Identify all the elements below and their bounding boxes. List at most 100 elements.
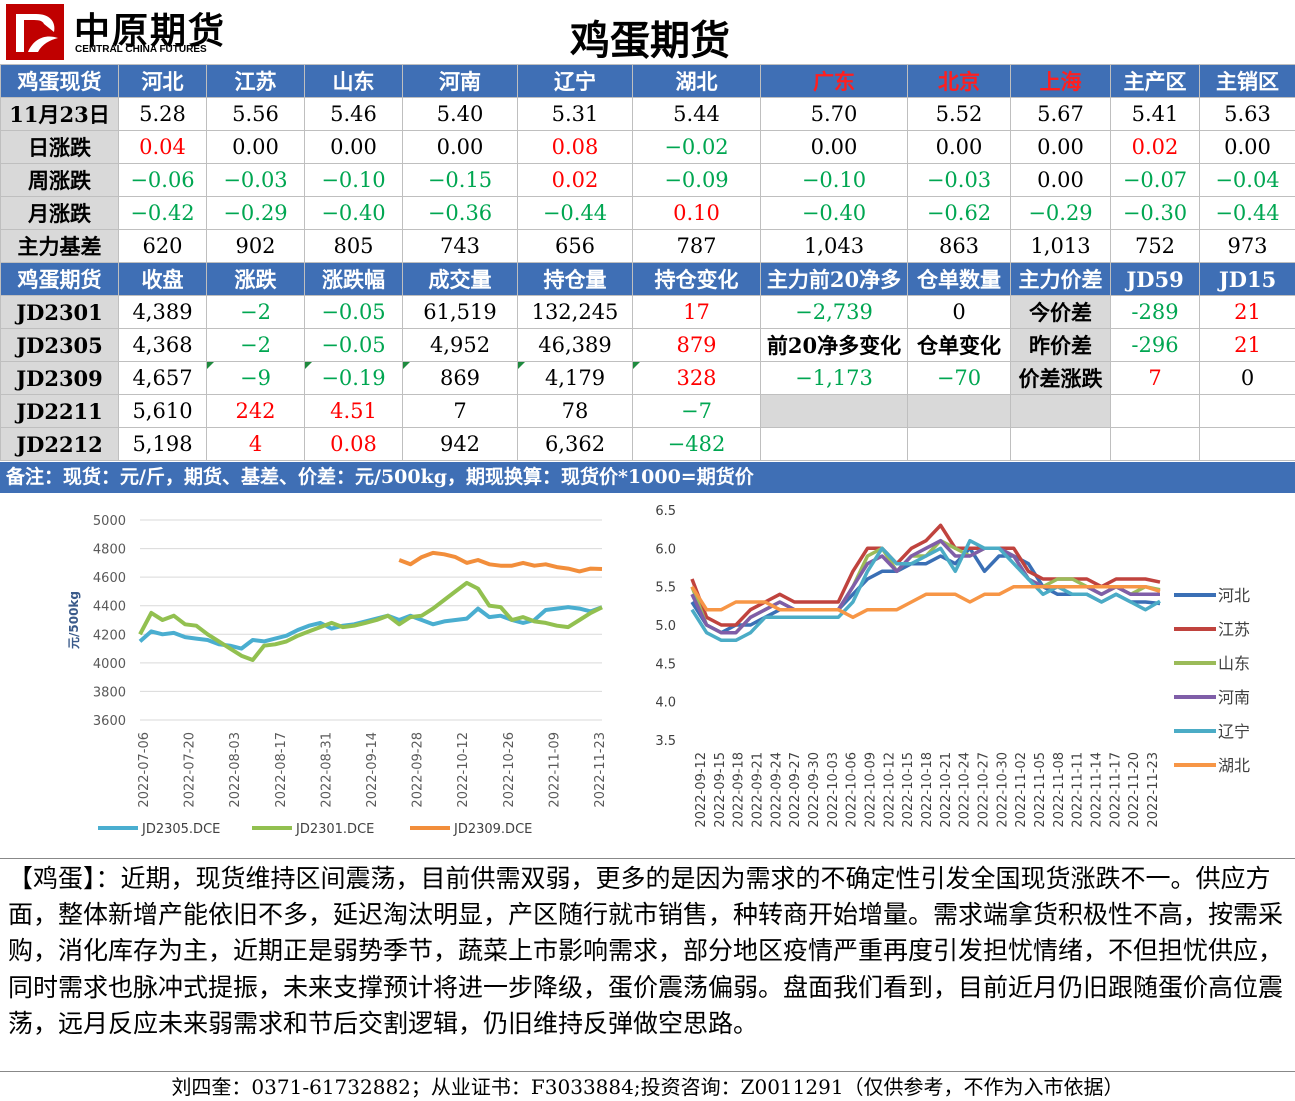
spot-cell: 5.44	[632, 97, 761, 131]
futures-cell: −0.05	[304, 295, 403, 329]
company-logo-icon	[6, 4, 64, 60]
report-header: 中原期货 CENTRAL CHINA FUTURES 鸡蛋期货	[0, 0, 1295, 65]
x-tick-label: 2022-07-20	[183, 732, 198, 808]
spot-price-chart: 6.5 6.0 5.5 5.0 4.5 4.0 3.5 2022-09-12 2022-09-1…	[655, 504, 1250, 828]
spot-cell: 5.52	[907, 97, 1011, 131]
spot-cell: 743	[402, 229, 518, 263]
contract-label: JD2212	[0, 427, 119, 461]
spot-cell: −0.09	[632, 163, 761, 197]
spot-cell: 0.04	[118, 130, 207, 164]
futures-cell: 0.08	[304, 427, 403, 461]
spot-cell: 620	[118, 229, 207, 263]
spread-today-jd59: -289	[1110, 295, 1200, 329]
futures-header-cell: 主力价差	[1010, 262, 1111, 296]
spot-cell: −0.03	[907, 163, 1011, 197]
x-tick-label: 2022-08-31	[319, 732, 334, 808]
contract-label: JD2301	[0, 295, 119, 329]
futures-cell: 4	[206, 427, 305, 461]
futures-cell: 942	[402, 427, 518, 461]
futures-row-jd2211: JD2211 5,610 242 4.51 7 78 −7	[0, 394, 1295, 428]
page-title: 鸡蛋期货	[570, 17, 730, 64]
net-long-change-value: −1,173	[760, 361, 908, 395]
spot-row-weekly: 周涨跌 −0.06 −0.03 −0.10 −0.15 0.02 −0.09 −…	[0, 163, 1295, 197]
spot-cell: −0.06	[118, 163, 207, 197]
spot-header-cell: 河南	[402, 64, 518, 98]
futures-cell: −2	[206, 328, 305, 362]
row-label: 周涨跌	[0, 163, 119, 197]
futures-price-chart: 5000 4800 4600 4400 4200 4000 3800 3600 2022-07-…	[67, 514, 608, 837]
spot-cell: 0.00	[1010, 163, 1111, 197]
legend-label: 河北	[1218, 586, 1250, 605]
spot-cell: 0.00	[1010, 130, 1111, 164]
spot-header-cell: 江苏	[206, 64, 305, 98]
x-tick-label: 2022-08-03	[228, 732, 243, 808]
empty-cell	[1110, 427, 1200, 461]
y-tick-label: 4200	[93, 628, 126, 643]
market-table: 鸡蛋现货 河北 江苏 山东 河南 辽宁 湖北 广东 北京 上海 主产区 主销区 …	[0, 64, 1295, 461]
y-tick-label: 4000	[93, 657, 126, 672]
spot-header-cell: 主销区	[1199, 64, 1295, 98]
spot-header-cell: 湖北	[632, 64, 761, 98]
x-tick-label: 2022-11-09	[547, 732, 562, 808]
y-tick-label: 5.0	[655, 619, 676, 634]
spot-cell: 0.00	[760, 130, 908, 164]
y-tick-label: 3.5	[655, 734, 676, 749]
futures-cell: 4,657	[118, 361, 207, 395]
x-tick-label: 2022-10-12	[456, 732, 471, 808]
spot-cell: 5.28	[118, 97, 207, 131]
spot-cell: −0.40	[760, 196, 908, 230]
x-tick-label: 2022-10-12	[882, 752, 897, 828]
spot-cell: −0.07	[1110, 163, 1200, 197]
empty-cell	[1199, 427, 1295, 461]
spot-header-cell: 河北	[118, 64, 207, 98]
spot-header-cell: 广东	[760, 64, 908, 98]
futures-cell: 4,179	[517, 361, 633, 395]
futures-header-cell: 鸡蛋期货	[0, 262, 119, 296]
futures-cell: −7	[632, 394, 761, 428]
futures-row-jd2309: JD2309 4,657 −9 −0.19 869 4,179 328 −1,1…	[0, 361, 1295, 395]
spread-today-label: 今价差	[1010, 295, 1111, 329]
empty-cell	[1199, 394, 1295, 428]
x-tick-label: 2022-09-21	[751, 752, 766, 828]
spot-cell: 1,013	[1010, 229, 1111, 263]
spot-cell: 5.41	[1110, 97, 1200, 131]
spot-cell: 0.00	[304, 130, 403, 164]
y-tick-label: 4600	[93, 571, 126, 586]
y-tick-label: 4800	[93, 543, 126, 558]
contract-label: JD2309	[0, 361, 119, 395]
spot-cell: 0.00	[206, 130, 305, 164]
series-line	[690, 523, 1161, 627]
spot-cell: 0.00	[907, 130, 1011, 164]
legend-label: 山东	[1218, 654, 1250, 673]
futures-cell: 78	[517, 394, 633, 428]
futures-cell: 328	[632, 361, 761, 395]
logo-text-cn: 中原期货	[74, 11, 227, 52]
futures-cell: −2	[206, 295, 305, 329]
legend-label: 江苏	[1218, 620, 1250, 639]
spot-cell: 5.70	[760, 97, 908, 131]
futures-header-cell: 涨跌幅	[304, 262, 403, 296]
spot-cell: 0.02	[1110, 130, 1200, 164]
spot-cell: −0.02	[632, 130, 761, 164]
spot-cell: −0.44	[1199, 196, 1295, 230]
x-tick-label: 2022-11-23	[593, 732, 608, 808]
empty-cell	[1110, 394, 1200, 428]
futures-header-cell: JD59	[1110, 262, 1200, 296]
spot-row-daily: 日涨跌 0.04 0.00 0.00 0.00 0.08 −0.02 0.00 …	[0, 130, 1295, 164]
futures-cell: −9	[206, 361, 305, 395]
spot-cell: 5.40	[402, 97, 518, 131]
y-tick-label: 3800	[93, 685, 126, 700]
warrant-change-label: 仓单变化	[907, 328, 1011, 362]
spot-cell: 0.02	[517, 163, 633, 197]
x-tick-label: 2022-11-08	[1052, 752, 1067, 828]
legend-label: 河南	[1218, 688, 1250, 707]
x-tick-label: 2022-11-23	[1146, 752, 1161, 828]
futures-row-jd2212: JD2212 5,198 4 0.08 942 6,362 −482	[0, 427, 1295, 461]
unit-note: 备注：现货：元/斤，期货、基差、价差：元/500kg，期现换算：现货价*1000…	[0, 462, 1295, 493]
spot-cell: −0.03	[206, 163, 305, 197]
warrant-count-value: 0	[907, 295, 1011, 329]
empty-cell	[760, 427, 908, 461]
x-tick-label: 2022-11-20	[1127, 752, 1142, 828]
futures-row-jd2301: JD2301 4,389 −2 −0.05 61,519 132,245 17 …	[0, 295, 1295, 329]
spot-cell: 0.10	[632, 196, 761, 230]
